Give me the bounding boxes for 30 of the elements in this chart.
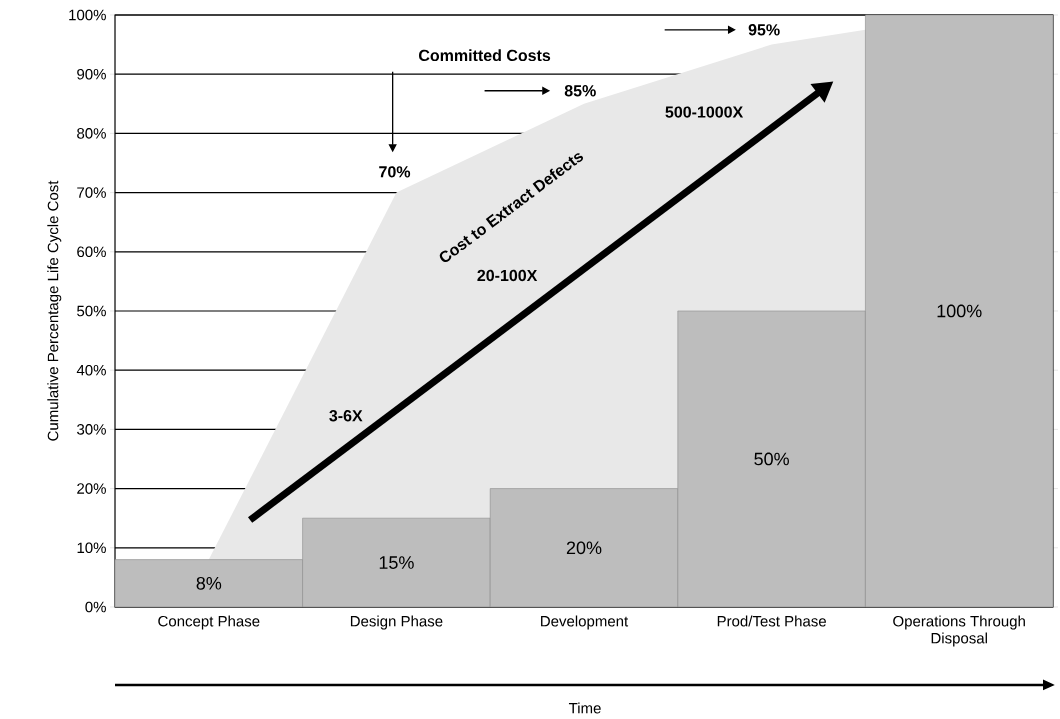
x-tick-label: Operations Through Disposal [893, 615, 1025, 647]
x-tick-label: Design Phase [350, 615, 443, 630]
data-label: 100% [937, 304, 982, 318]
x-tick-label: Development [541, 615, 629, 630]
y-tick-label: 0% [85, 601, 106, 613]
annotation: 20-100X [477, 269, 538, 282]
y-tick-label: 50% [77, 305, 106, 317]
y-tick-label: 20% [77, 483, 106, 494]
y-tick-label: 40% [76, 364, 106, 376]
data-label: 15% [379, 556, 414, 569]
annotation: Committed Costs [419, 49, 551, 62]
annotation: 3-6X [329, 410, 363, 422]
annotation: 70% [379, 166, 411, 178]
y-tick-label: 60% [77, 246, 106, 258]
y-tick-label: 70% [77, 187, 106, 198]
y-tick-label: 10% [77, 542, 106, 554]
y-tick-label: 100% [69, 9, 106, 21]
data-label: 20% [566, 541, 602, 555]
annotation: 85% [564, 85, 596, 97]
x-tick-label: Concept Phase [158, 615, 260, 630]
data-label: 50% [754, 452, 789, 466]
annotation: 500-1000X [665, 106, 744, 118]
x-axis-title: Time [568, 702, 601, 714]
annotation: 95% [748, 24, 780, 36]
y-tick-label: 30% [77, 424, 106, 435]
x-tick-label: Prod/Test Phase [717, 615, 826, 627]
data-label: 8% [196, 576, 222, 590]
y-tick-label: 80% [77, 128, 106, 139]
y-axis-title: Cumulative Percentage Life Cycle Cost [47, 180, 62, 441]
y-tick-label: 90% [77, 68, 106, 80]
